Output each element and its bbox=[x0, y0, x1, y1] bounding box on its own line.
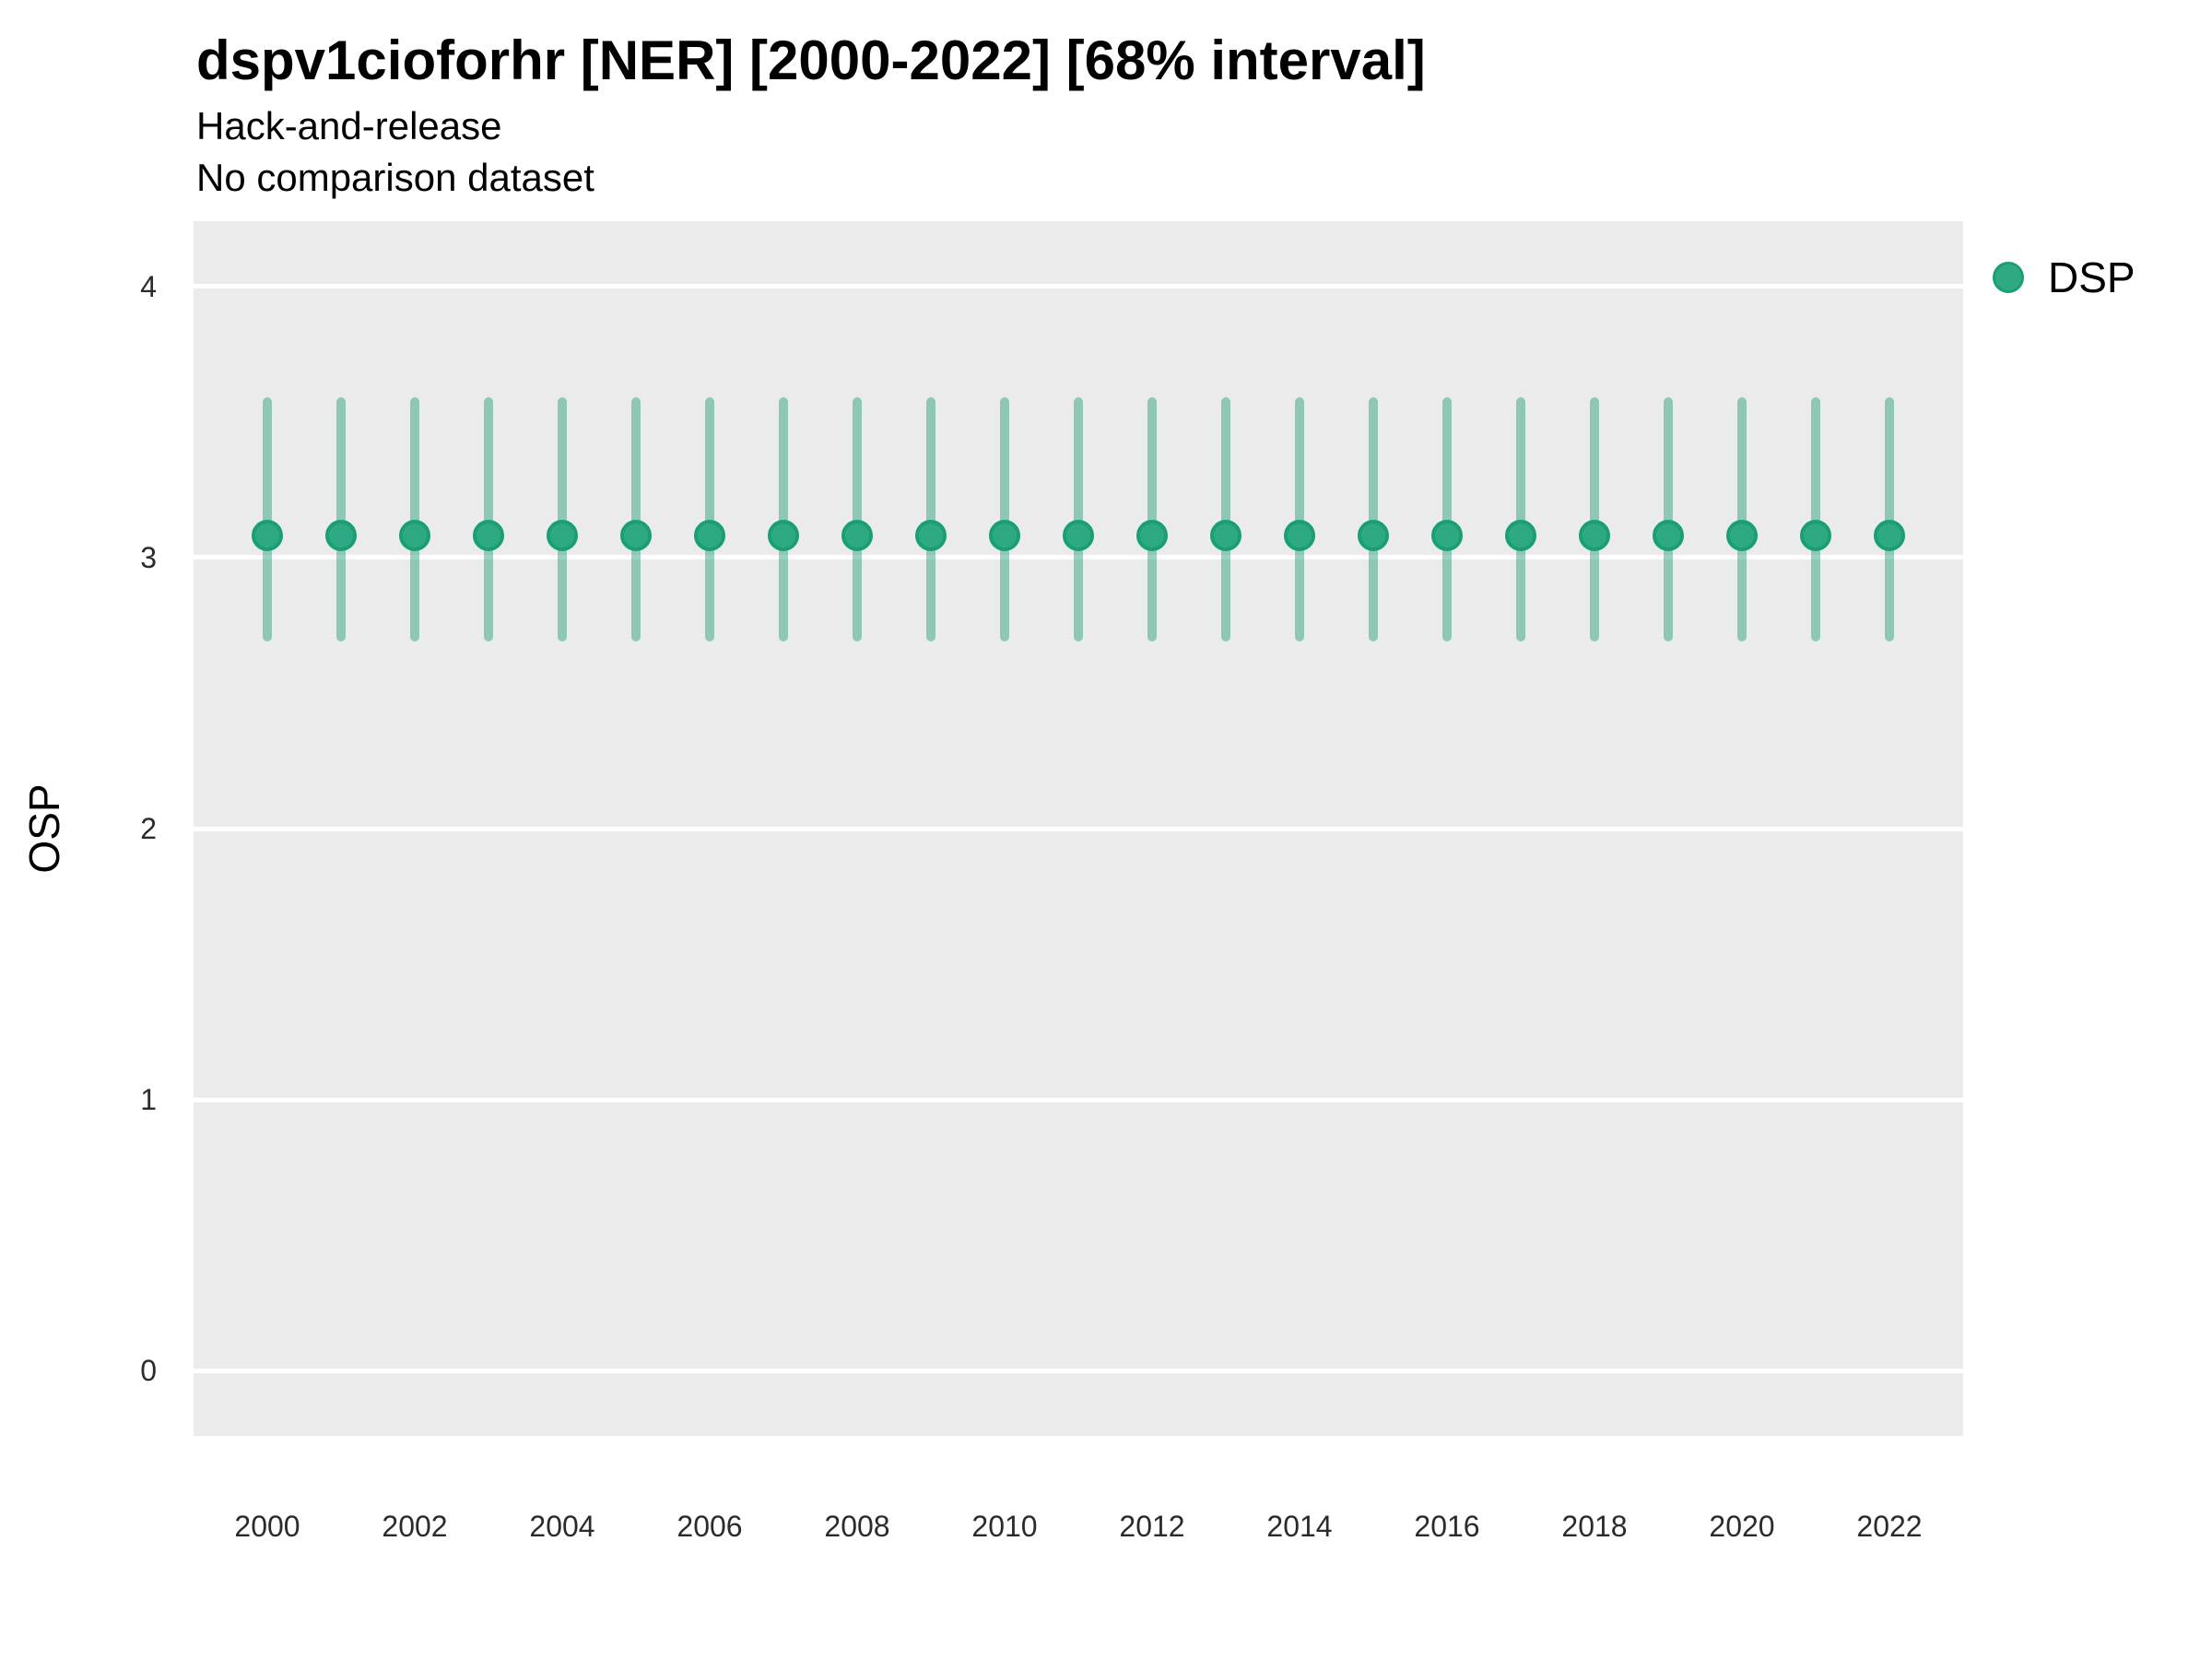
interval-bar-2009 bbox=[926, 397, 935, 641]
chart-subtitle-line-1: Hack-and-release bbox=[196, 104, 502, 147]
data-point-2002 bbox=[399, 520, 430, 552]
x-tick-label-2022: 2022 bbox=[1856, 1510, 1923, 1543]
x-tick-label-2014: 2014 bbox=[1266, 1510, 1333, 1543]
x-tick-label-2008: 2008 bbox=[824, 1510, 890, 1543]
interval-bar-2013 bbox=[1221, 397, 1230, 641]
x-tick-label-2020: 2020 bbox=[1709, 1510, 1775, 1543]
interval-bar-2018 bbox=[1590, 397, 1599, 641]
x-tick-label-2016: 2016 bbox=[1414, 1510, 1480, 1543]
gridline-y-2 bbox=[194, 826, 1963, 831]
gridline-y-3 bbox=[194, 555, 1963, 560]
data-point-2006 bbox=[694, 520, 725, 552]
interval-bar-2004 bbox=[558, 397, 567, 641]
interval-bar-2021 bbox=[1811, 397, 1820, 641]
y-tick-label-2: 2 bbox=[140, 812, 157, 845]
data-point-2013 bbox=[1210, 520, 1241, 552]
interval-bar-2022 bbox=[1885, 397, 1894, 641]
legend-point-icon bbox=[1993, 262, 2024, 293]
data-point-2015 bbox=[1358, 520, 1389, 552]
data-point-2005 bbox=[620, 520, 652, 552]
data-point-2003 bbox=[473, 520, 504, 552]
x-tick-label-2000: 2000 bbox=[234, 1510, 300, 1543]
interval-bar-2020 bbox=[1737, 397, 1747, 641]
plot-panel bbox=[194, 221, 1963, 1436]
y-tick-label-4: 4 bbox=[140, 269, 157, 303]
interval-bar-2002 bbox=[410, 397, 419, 641]
y-tick-label-1: 1 bbox=[140, 1083, 157, 1117]
data-point-2009 bbox=[915, 520, 947, 552]
interval-bar-2001 bbox=[336, 397, 346, 641]
interval-bar-2008 bbox=[853, 397, 862, 641]
chart-subtitle-line-2: No comparison dataset bbox=[196, 156, 594, 199]
y-axis-title: OSP bbox=[20, 783, 68, 874]
interval-bar-2006 bbox=[705, 397, 714, 641]
x-tick-label-2002: 2002 bbox=[382, 1510, 448, 1543]
gridline-y-1 bbox=[194, 1097, 1963, 1102]
x-tick-label-2012: 2012 bbox=[1119, 1510, 1185, 1543]
data-point-2014 bbox=[1284, 520, 1315, 552]
legend: DSP bbox=[1993, 256, 2136, 299]
interval-bar-2017 bbox=[1516, 397, 1525, 641]
x-tick-label-2004: 2004 bbox=[529, 1510, 595, 1543]
x-tick-label-2018: 2018 bbox=[1561, 1510, 1628, 1543]
data-point-2000 bbox=[252, 520, 283, 552]
y-tick-label-0: 0 bbox=[140, 1354, 157, 1388]
interval-bar-2014 bbox=[1295, 397, 1304, 641]
data-point-2007 bbox=[768, 520, 799, 552]
interval-bar-2016 bbox=[1442, 397, 1452, 641]
data-point-2011 bbox=[1063, 520, 1094, 552]
interval-bar-2012 bbox=[1147, 397, 1157, 641]
data-point-2021 bbox=[1800, 520, 1831, 552]
interval-bar-2007 bbox=[779, 397, 788, 641]
data-point-2004 bbox=[547, 520, 578, 552]
interval-bar-2010 bbox=[1000, 397, 1009, 641]
x-tick-label-2010: 2010 bbox=[971, 1510, 1038, 1543]
data-point-2017 bbox=[1505, 520, 1536, 552]
data-point-2012 bbox=[1136, 520, 1168, 552]
chart-title: dspv1cioforhr [NER] [2000-2022] [68% int… bbox=[196, 29, 1426, 91]
data-point-2016 bbox=[1431, 520, 1463, 552]
legend-label: DSP bbox=[2048, 253, 2136, 301]
interval-bar-2005 bbox=[631, 397, 641, 641]
interval-bar-2019 bbox=[1664, 397, 1673, 641]
data-point-2019 bbox=[1653, 520, 1684, 552]
x-tick-label-2006: 2006 bbox=[677, 1510, 743, 1543]
gridline-y-4 bbox=[194, 284, 1963, 289]
data-point-2001 bbox=[325, 520, 357, 552]
interval-bar-2015 bbox=[1369, 397, 1378, 641]
gridline-y-0 bbox=[194, 1368, 1963, 1373]
interval-bar-2003 bbox=[484, 397, 493, 641]
data-point-2022 bbox=[1874, 520, 1905, 552]
interval-bar-2000 bbox=[263, 397, 272, 641]
y-tick-label-3: 3 bbox=[140, 540, 157, 574]
data-point-2018 bbox=[1579, 520, 1610, 552]
data-point-2010 bbox=[989, 520, 1020, 552]
data-point-2008 bbox=[841, 520, 873, 552]
interval-bar-2011 bbox=[1074, 397, 1083, 641]
data-point-2020 bbox=[1726, 520, 1758, 552]
